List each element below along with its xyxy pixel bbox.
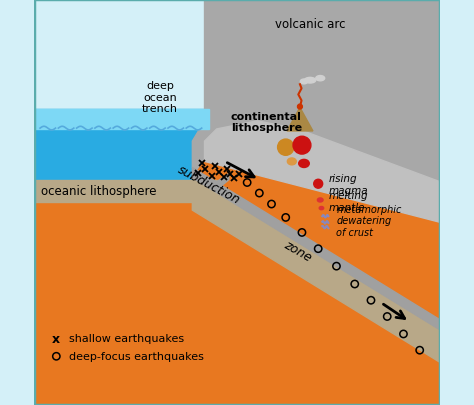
Polygon shape — [34, 109, 209, 130]
Polygon shape — [204, 122, 440, 223]
Polygon shape — [34, 0, 440, 142]
Ellipse shape — [316, 76, 325, 81]
Polygon shape — [192, 0, 440, 320]
Ellipse shape — [319, 207, 324, 210]
Text: melting
mantle: melting mantle — [328, 191, 368, 213]
Polygon shape — [34, 168, 209, 180]
Ellipse shape — [301, 80, 308, 85]
Polygon shape — [192, 168, 440, 330]
Circle shape — [314, 180, 323, 189]
Text: rising
magma: rising magma — [328, 173, 368, 195]
Ellipse shape — [318, 198, 323, 202]
Polygon shape — [196, 172, 229, 190]
Text: deep-focus earthquakes: deep-focus earthquakes — [69, 352, 203, 361]
Text: zone: zone — [282, 238, 314, 264]
Circle shape — [293, 137, 311, 155]
Ellipse shape — [304, 78, 316, 84]
Text: x: x — [52, 332, 60, 345]
Text: continental
lithosphere: continental lithosphere — [231, 111, 302, 133]
Text: subduction: subduction — [175, 162, 242, 206]
Text: metamorphic
dewatering
of crust: metamorphic dewatering of crust — [337, 204, 402, 237]
Polygon shape — [34, 180, 217, 202]
Polygon shape — [287, 108, 313, 132]
Polygon shape — [192, 162, 440, 330]
Polygon shape — [34, 109, 209, 180]
Text: shallow earthquakes: shallow earthquakes — [69, 333, 183, 343]
Ellipse shape — [299, 160, 309, 168]
Text: oceanic lithosphere: oceanic lithosphere — [41, 185, 157, 198]
Polygon shape — [34, 0, 440, 405]
Circle shape — [278, 140, 294, 156]
Ellipse shape — [287, 158, 296, 165]
Circle shape — [298, 105, 302, 110]
Polygon shape — [192, 178, 440, 362]
Text: deep
ocean
trench: deep ocean trench — [142, 81, 178, 114]
Text: volcanic arc: volcanic arc — [275, 18, 346, 31]
